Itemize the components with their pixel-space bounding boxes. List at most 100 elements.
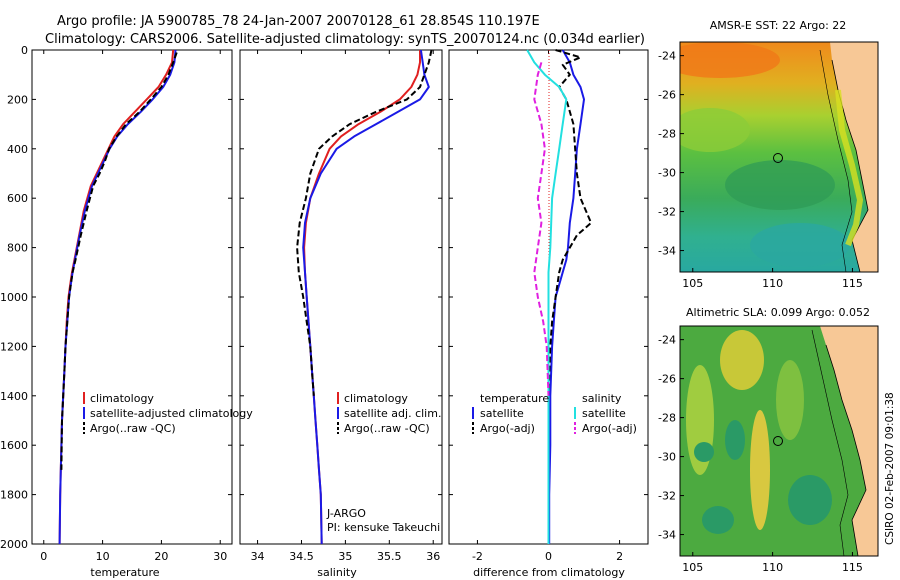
sla-low-eddy-2 xyxy=(694,442,714,462)
sst-map-frame xyxy=(679,41,879,273)
series-line-satellite-adjusted-climatology xyxy=(58,49,177,545)
series-line-temperature-argo-adj xyxy=(547,49,593,446)
sla-map-ticks: 105 110 115 -24 -26 -28 -30 -32 -34 xyxy=(658,334,863,574)
x-tick-label: 10 xyxy=(96,550,110,563)
y-tick-label: 1400 xyxy=(0,390,28,403)
side-credit-text: CSIRO 02-Feb-2007 09:01:38 xyxy=(884,392,896,545)
map-x-tick-label: 115 xyxy=(842,561,863,574)
sla-low-eddy-1 xyxy=(702,506,734,534)
salinity-xlabel: salinity xyxy=(317,566,357,579)
difference-legend-temperature: temperature satellite Argo(-adj) xyxy=(472,392,549,435)
platform-annotation: J-ARGO xyxy=(326,507,366,520)
series-line-temperature-satellite xyxy=(548,49,585,544)
map-x-tick-label: 110 xyxy=(762,277,783,290)
map-y-tick-label: -32 xyxy=(658,206,676,219)
salinity-series xyxy=(296,49,433,545)
difference-panel: -2 0 2 difference from climatology tempera… xyxy=(448,49,649,579)
map-x-tick-label: 105 xyxy=(682,561,703,574)
y-tick-label: 1200 xyxy=(0,340,28,353)
x-tick-label: 20 xyxy=(154,550,168,563)
sla-low-eddy-3 xyxy=(788,475,832,525)
series-line-climatology xyxy=(303,50,421,545)
sla-mid-band xyxy=(776,360,804,440)
series-line-climatology xyxy=(58,49,175,545)
map-x-tick-label: 110 xyxy=(762,561,783,574)
x-tick-label: 35 xyxy=(338,550,352,563)
sst-teal-patch xyxy=(750,223,850,267)
series-line-argo-raw-qc xyxy=(60,52,178,470)
map-y-tick-label: -32 xyxy=(658,490,676,503)
legend-heading-temperature: temperature xyxy=(480,392,549,405)
map-y-tick-label: -26 xyxy=(658,373,676,386)
argo-position-marker xyxy=(773,436,783,446)
sst-map-ticks: 105 110 115 -24 -26 -28 -30 -32 -34 xyxy=(658,50,863,290)
x-tick-label: 0 xyxy=(40,550,47,563)
sla-map-title: Altimetric SLA: 0.099 Argo: 0.052 xyxy=(686,306,870,319)
y-tick-label: 2000 xyxy=(0,538,28,551)
sst-map-title: AMSR-E SST: 22 Argo: 22 xyxy=(710,19,847,32)
map-y-tick-label: -28 xyxy=(658,128,676,141)
y-tick-label: 200 xyxy=(7,93,28,106)
sla-high-patch-north xyxy=(720,330,764,390)
legend-heading-salinity: salinity xyxy=(582,392,622,405)
sla-shelf-contour xyxy=(811,329,849,556)
y-tick-label: 400 xyxy=(7,143,28,156)
map-x-tick-label: 105 xyxy=(682,277,703,290)
sla-map-frame xyxy=(679,325,879,557)
temperature-legend: climatology satellite-adjusted climatolo… xyxy=(83,392,253,435)
y-tick-label: 800 xyxy=(7,242,28,255)
temperature-ticks: 0 10 20 30 0 200 400 600 800 1000 1200 1400 1600 1800… xyxy=(0,44,232,563)
x-tick-label: 34.5 xyxy=(289,550,314,563)
y-tick-label: 1800 xyxy=(0,489,28,502)
map-y-tick-label: -34 xyxy=(658,529,676,542)
map-y-tick-label: -30 xyxy=(658,167,676,180)
x-tick-label: 2 xyxy=(616,550,623,563)
pi-annotation: PI: kensuke Takeuchi xyxy=(327,521,440,534)
map-y-tick-label: -30 xyxy=(658,451,676,464)
salinity-axes-frame xyxy=(239,49,443,545)
difference-series xyxy=(526,49,593,544)
y-tick-label: 1000 xyxy=(0,291,28,304)
argo-position-marker xyxy=(773,153,783,163)
sla-high-band-center xyxy=(750,410,770,530)
difference-legend-salinity: salinity satellite Argo(-adj) xyxy=(574,392,637,435)
legend-label-argo: Argo(..raw -QC) xyxy=(90,422,176,435)
figure-title-line2: Climatology: CARS2006. Satellite-adjuste… xyxy=(45,32,645,47)
map-y-tick-label: -26 xyxy=(658,89,676,102)
sst-warm-patch xyxy=(680,108,750,152)
sst-coastal-band xyxy=(835,89,864,247)
sst-map-field xyxy=(680,42,878,272)
temperature-xlabel: temperature xyxy=(90,566,159,579)
legend-label-temp-satellite: satellite xyxy=(480,407,524,420)
difference-xlabel: difference from climatology xyxy=(473,566,625,579)
sst-map-panel: AMSR-E SST: 22 Argo: 22 105 110 115 -24 -26 -… xyxy=(658,19,879,290)
temperature-panel: 0 10 20 30 0 200 400 600 800 1000 1200 1400 1600 1800… xyxy=(0,44,253,579)
legend-label-satellite: satellite adj. clim. xyxy=(344,407,441,420)
y-tick-label: 1600 xyxy=(0,439,28,452)
legend-label-argo: Argo(..raw -QC) xyxy=(344,422,430,435)
figure-title-line1: Argo profile: JA 5900785_78 24-Jan-2007 … xyxy=(57,14,540,29)
y-tick-label: 0 xyxy=(21,44,28,57)
legend-label-sal-argo: Argo(-adj) xyxy=(582,422,637,435)
sla-low-eddy-4 xyxy=(725,420,745,460)
sla-coastline xyxy=(825,344,867,556)
sst-cool-patch xyxy=(725,160,835,210)
series-line-salinity-satellite xyxy=(526,49,568,544)
legend-label-climatology: climatology xyxy=(344,392,408,405)
salinity-ticks: 34 34.5 35 35.5 36 xyxy=(240,49,442,563)
y-tick-label: 600 xyxy=(7,192,28,205)
sst-shelf-contour xyxy=(819,49,853,272)
series-line-salinity-argo-adj xyxy=(533,62,550,396)
x-tick-label: 36 xyxy=(426,550,440,563)
legend-label-satellite-adjusted: satellite-adjusted climatology xyxy=(90,407,253,420)
series-line-argo-raw-qc xyxy=(296,49,433,396)
x-tick-label: 0 xyxy=(545,550,552,563)
temperature-series xyxy=(58,49,178,545)
map-y-tick-label: -24 xyxy=(658,50,676,63)
series-line-satellite-adj-clim xyxy=(302,49,430,545)
map-x-tick-label: 115 xyxy=(842,277,863,290)
legend-label-sal-satellite: satellite xyxy=(582,407,626,420)
map-y-tick-label: -34 xyxy=(658,245,676,258)
x-tick-label: 34 xyxy=(251,550,265,563)
legend-label-temp-argo: Argo(-adj) xyxy=(480,422,535,435)
